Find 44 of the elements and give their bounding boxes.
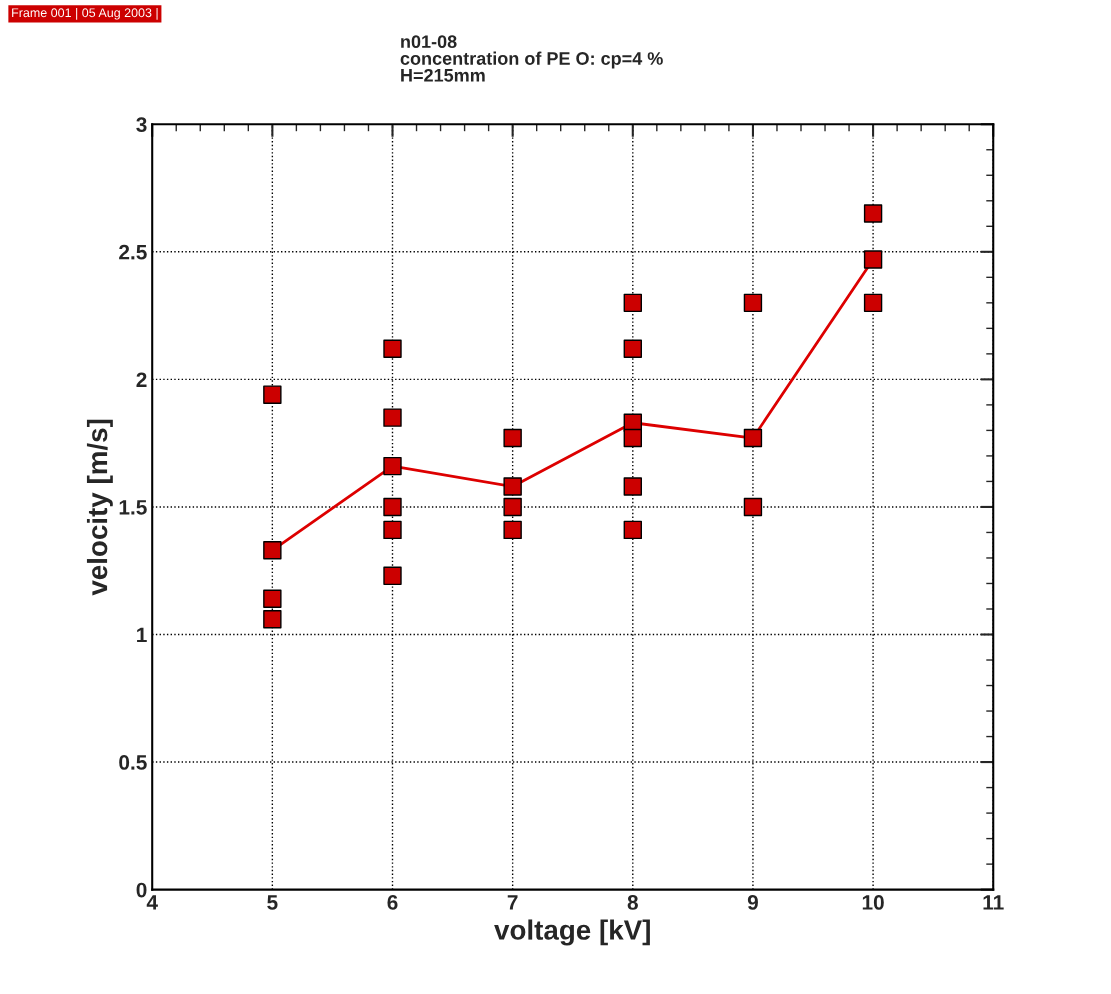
point bbox=[383, 456, 402, 476]
point bbox=[383, 339, 402, 358]
x-tick-label: 8 bbox=[627, 895, 638, 910]
point bbox=[263, 385, 282, 404]
point bbox=[383, 497, 402, 517]
point bbox=[743, 497, 763, 517]
point bbox=[383, 566, 402, 586]
y-tick-label: 3 bbox=[136, 117, 147, 133]
x-tick-label: 9 bbox=[747, 895, 758, 910]
point bbox=[623, 293, 642, 313]
x-axis-title: voltage [kV] bbox=[494, 919, 650, 946]
point bbox=[263, 589, 282, 608]
x-tick-label: 6 bbox=[387, 895, 398, 910]
point bbox=[863, 293, 883, 313]
point bbox=[623, 520, 642, 540]
y-tick-label: 0.5 bbox=[119, 755, 147, 770]
point bbox=[503, 477, 522, 496]
point bbox=[623, 339, 642, 358]
point bbox=[503, 520, 522, 540]
point bbox=[863, 250, 883, 269]
chart-title: n01-08 concentration of PE O: cp=4 % H=215mm bbox=[400, 35, 663, 82]
y-tick-label: 1 bbox=[137, 627, 147, 643]
x-tick-label: 10 bbox=[862, 895, 884, 910]
x-tick-label: 4 bbox=[146, 895, 158, 910]
point bbox=[383, 408, 402, 427]
x-tick-label: 7 bbox=[507, 895, 518, 910]
point bbox=[383, 520, 402, 540]
point bbox=[623, 477, 642, 496]
point bbox=[503, 428, 522, 448]
point bbox=[863, 204, 883, 223]
y-tick-label: 0 bbox=[136, 882, 147, 898]
point bbox=[503, 497, 522, 517]
y-tick-label: 1.5 bbox=[119, 500, 147, 515]
y-axis-title: velocity [m/s] bbox=[86, 419, 113, 596]
point bbox=[263, 609, 282, 629]
point bbox=[263, 541, 282, 560]
point bbox=[743, 428, 763, 448]
x-tick-label: 11 bbox=[983, 895, 1004, 910]
x-tick-label: 5 bbox=[267, 895, 278, 910]
point bbox=[743, 293, 763, 313]
text: Frame 001 | 05 Aug 2003 | bbox=[12, 7, 158, 20]
point bbox=[623, 428, 642, 448]
y-tick-label: 2 bbox=[136, 372, 147, 387]
y-tick-label: 2.5 bbox=[119, 244, 147, 260]
